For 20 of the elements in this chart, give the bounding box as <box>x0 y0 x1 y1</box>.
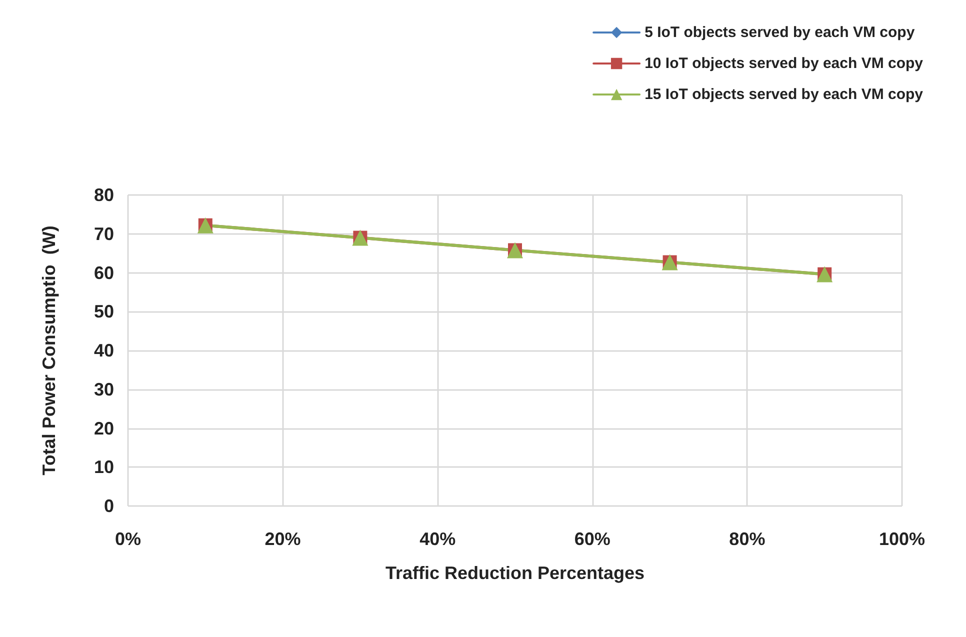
y-tick-label: 60 <box>94 262 114 283</box>
y-tick-label: 80 <box>94 185 114 205</box>
y-tick-label: 10 <box>94 457 114 478</box>
y-axis-title: Total Power Consumptio (W) <box>39 226 59 476</box>
x-tick-label: 0% <box>114 529 142 549</box>
y-tick-label: 30 <box>94 379 114 400</box>
x-tick-label: 60% <box>574 529 610 549</box>
x-tick-label: 20% <box>264 529 301 549</box>
x-tick-label: 100% <box>878 529 926 549</box>
x-tick-label: 40% <box>420 529 456 549</box>
legend-label: 15 IoT objects served by each VM copy <box>644 86 924 103</box>
y-tick-label: 40 <box>94 340 114 360</box>
x-tick-label: 80% <box>729 529 766 549</box>
y-tick-label: 70 <box>94 224 114 244</box>
y-tick-label: 20 <box>94 418 114 438</box>
legend-label: 10 IoT objects served by each VM copy <box>644 55 924 72</box>
x-axis-title: Traffic Reduction Percentages <box>385 563 645 583</box>
y-tick-label: 0 <box>104 496 114 516</box>
y-tick-label: 50 <box>94 302 114 322</box>
legend-label: 5 IoT objects served by each VM copy <box>644 24 916 41</box>
